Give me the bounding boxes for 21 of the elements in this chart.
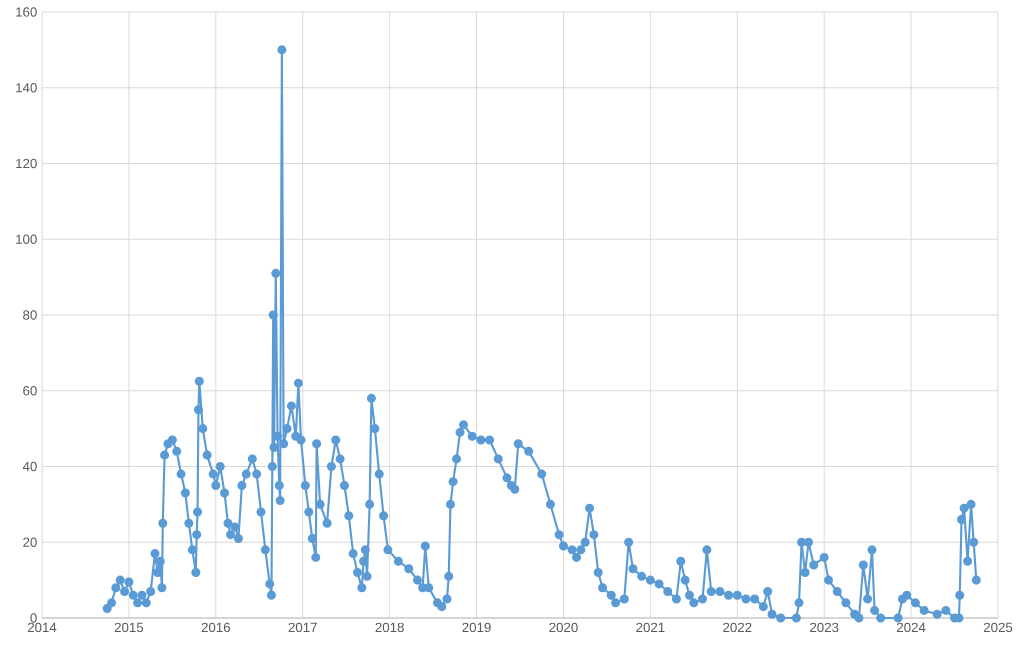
x-tick-label: 2022 <box>723 622 752 633</box>
x-tick-label: 2015 <box>114 622 144 633</box>
x-tick-label: 2020 <box>549 622 578 633</box>
x-tick-label: 2016 <box>201 622 231 633</box>
x-tick-label: 2014 <box>27 622 57 633</box>
x-tick-label: 2024 <box>896 622 926 633</box>
x-tick-label: 2018 <box>375 622 404 633</box>
y-tick-label: 0 <box>30 613 37 623</box>
x-tick-label: 2023 <box>810 622 839 633</box>
y-tick-label: 120 <box>16 158 37 169</box>
x-tick-label: 2021 <box>636 622 665 633</box>
x-tick-label: 2017 <box>288 622 317 633</box>
y-tick-label: 40 <box>22 461 37 472</box>
y-tick-label: 80 <box>23 310 37 320</box>
y-tick-label: 140 <box>16 83 37 93</box>
y-tick-label: 160 <box>16 7 37 17</box>
y-tick-label: 20 <box>23 537 37 547</box>
x-tick-label: 2019 <box>462 622 491 633</box>
y-tick-label: 60 <box>23 386 37 396</box>
y-tick-label: 100 <box>16 234 37 244</box>
x-tick-label: 2025 <box>983 622 1013 633</box>
